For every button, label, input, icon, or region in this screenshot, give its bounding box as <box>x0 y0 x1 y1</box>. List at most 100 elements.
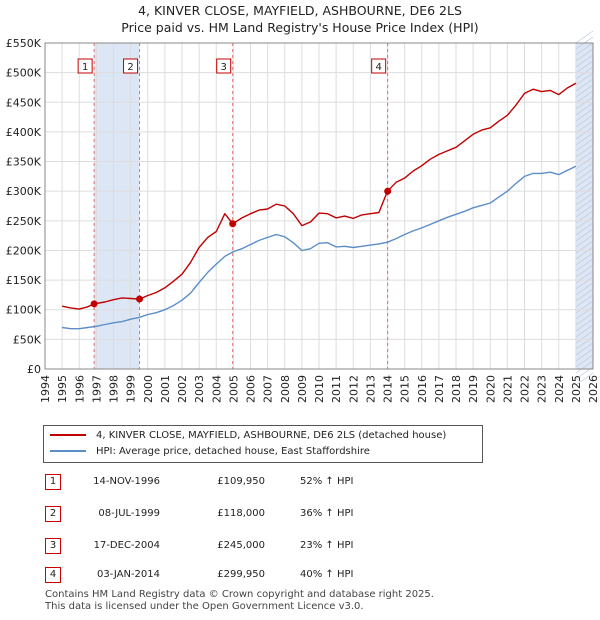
x-tick-label: 1999 <box>125 375 138 403</box>
x-tick-label: 2004 <box>210 375 223 403</box>
x-tick-label: 2014 <box>382 375 395 403</box>
title-line-2: Price paid vs. HM Land Registry's House … <box>121 20 479 35</box>
sale-point <box>90 300 98 308</box>
hatch-line <box>575 234 594 248</box>
sale-date: 17-DEC-2004 <box>93 540 160 551</box>
sale-label-text: 2 <box>127 62 133 73</box>
x-tick-label: 2026 <box>587 375 600 403</box>
hatch-line <box>575 240 594 254</box>
title-line-1: 4, KINVER CLOSE, MAYFIELD, ASHBOURNE, DE… <box>138 3 462 18</box>
sale-point <box>384 187 392 195</box>
price-chart: £0 £50K £100K £150K £200K £250K £300K £350K £400… <box>6 30 600 403</box>
sale-row: 3 17-DEC-2004 £245,000 23% ↑ HPI <box>0 538 600 554</box>
sale-date: 03-JAN-2014 <box>96 569 160 580</box>
hatch-line <box>575 306 594 320</box>
legend-item-property: 4, KINVER CLOSE, MAYFIELD, ASHBOURNE, DE… <box>50 428 446 444</box>
sale-price: £109,950 <box>217 476 265 487</box>
hatch-line <box>575 60 594 74</box>
sale-row: 4 03-JAN-2014 £299,950 40% ↑ HPI <box>0 567 600 583</box>
y-tick-label: £150K <box>6 274 42 287</box>
hatch-line <box>575 108 594 122</box>
sale-label-box <box>371 58 387 74</box>
sale-date: 14-NOV-1996 <box>93 476 160 487</box>
hatch-line <box>575 270 594 284</box>
hatch-line <box>575 114 594 128</box>
x-tick-label: 1994 <box>39 375 52 403</box>
hatch-line <box>575 258 594 272</box>
y-tick-label: £350K <box>6 156 42 169</box>
x-tick-label: 2019 <box>467 375 480 403</box>
x-tick-label: 2012 <box>347 375 360 403</box>
sale-label-box <box>216 58 232 74</box>
y-tick-label: £50K <box>13 333 42 346</box>
x-tick-label: 2018 <box>450 375 463 403</box>
hatch-line <box>575 84 594 98</box>
sale-point <box>229 220 237 228</box>
legend-swatch-hpi <box>50 450 86 452</box>
hatch-line <box>575 90 594 104</box>
x-tick-label: 2009 <box>296 375 309 403</box>
x-tick-label: 2006 <box>245 375 258 403</box>
hatch-line <box>575 360 594 374</box>
chart-title: 4, KINVER CLOSE, MAYFIELD, ASHBOURNE, DE… <box>0 2 600 36</box>
x-tick-label: 1998 <box>108 375 121 403</box>
sale-label-text: 3 <box>221 62 227 73</box>
sale-number-badge: 4 <box>45 567 61 583</box>
hatch-line <box>575 168 594 182</box>
hatch-line <box>575 132 594 146</box>
y-tick-label: £450K <box>6 96 42 109</box>
hatch-line <box>575 318 594 332</box>
hatch-line <box>575 30 594 44</box>
hatch-line <box>575 216 594 230</box>
hatch-line <box>575 126 594 140</box>
hatch-line <box>575 150 594 164</box>
y-tick-label: £0 <box>27 363 41 376</box>
hatch-line <box>575 120 594 134</box>
legend-swatch-property <box>50 434 86 436</box>
hatch-line <box>575 342 594 356</box>
x-tick-label: 2017 <box>433 375 446 403</box>
sale-date: 08-JUL-1999 <box>98 508 160 519</box>
x-tick-label: 2016 <box>416 375 429 403</box>
x-tick-label: 2010 <box>313 375 326 403</box>
x-tick-label: 2015 <box>399 375 412 403</box>
hatch-line <box>575 294 594 308</box>
y-tick-label: £550K <box>6 37 42 50</box>
hatch-line <box>575 222 594 236</box>
hatch-line <box>575 276 594 290</box>
sale-hpi-change: 40% ↑ HPI <box>300 569 354 580</box>
sale-number-badge: 2 <box>45 506 61 522</box>
hatch-line <box>575 264 594 278</box>
hatch-line <box>575 228 594 242</box>
x-tick-label: 2023 <box>536 375 549 403</box>
y-tick-label: £400K <box>6 126 42 139</box>
sale-row: 1 14-NOV-1996 £109,950 52% ↑ HPI <box>0 474 600 490</box>
hatch-line <box>575 246 594 260</box>
hatch-line <box>575 324 594 338</box>
y-tick-label: £250K <box>6 215 42 228</box>
sale-number-badge: 3 <box>45 538 61 554</box>
x-tick-label: 1995 <box>56 375 69 403</box>
x-tick-label: 2002 <box>176 375 189 403</box>
hatch-line <box>575 300 594 314</box>
sale-number-badge: 1 <box>45 474 61 490</box>
hatch-line <box>575 330 594 344</box>
sale-hpi-change: 52% ↑ HPI <box>300 476 354 487</box>
hatch-line <box>575 156 594 170</box>
x-tick-label: 2025 <box>570 375 583 403</box>
x-tick-label: 2020 <box>484 375 497 403</box>
hatch-line <box>575 144 594 158</box>
hatch-line <box>575 288 594 302</box>
sale-label-text: 4 <box>375 62 381 73</box>
legend-item-hpi: HPI: Average price, detached house, East… <box>50 444 370 460</box>
x-tick-label: 2022 <box>519 375 532 403</box>
sale-label-box <box>77 58 93 74</box>
footer-line-2: This data is licensed under the Open Gov… <box>45 600 364 612</box>
hatch-line <box>575 42 594 56</box>
hatch-line <box>575 174 594 188</box>
hatch-line <box>575 192 594 206</box>
sale-label-box <box>123 58 139 74</box>
hatch-line <box>575 348 594 362</box>
x-tick-label: 1997 <box>90 375 103 403</box>
y-tick-label: £300K <box>6 185 42 198</box>
